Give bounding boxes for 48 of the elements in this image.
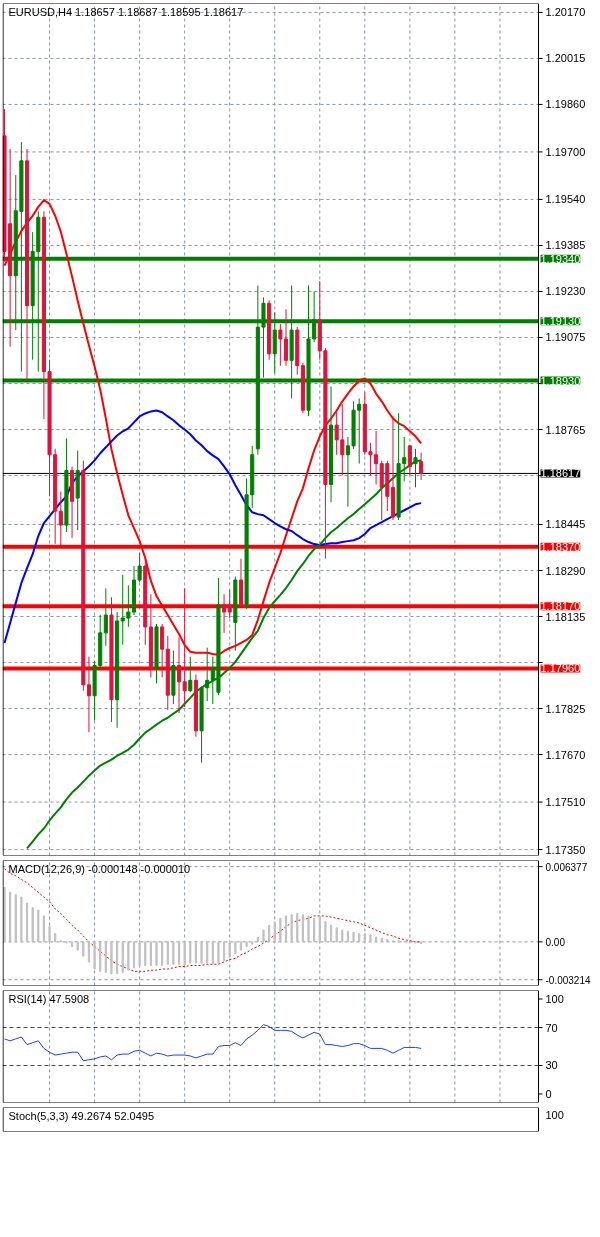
candlestick bbox=[182, 587, 187, 708]
y-tick-label: 100 bbox=[545, 993, 564, 1006]
line-series bbox=[4, 1024, 422, 1062]
text: Stoch(5,3,3) 49.2674 52.0495 bbox=[8, 1109, 155, 1122]
y-tick-label: 1.17825 bbox=[545, 702, 586, 715]
y-tick-label: 1.17670 bbox=[545, 748, 586, 761]
y-tick-label: 30 bbox=[545, 1059, 558, 1072]
y-tick-label: 0 bbox=[545, 1087, 552, 1100]
y-tick-label: 1.19860 bbox=[545, 98, 586, 111]
y-tick-label: 1.19540 bbox=[545, 193, 586, 206]
ref-line-label: 1.19340 bbox=[540, 252, 581, 265]
y-tick-label: -0.003214 bbox=[545, 974, 591, 986]
ref-line-label: 1.18170 bbox=[540, 600, 581, 613]
y-tick-label: 1.19700 bbox=[545, 145, 586, 158]
candlestick bbox=[205, 647, 210, 702]
candlestick bbox=[103, 587, 108, 647]
y-tick-label: 0.006377 bbox=[545, 861, 588, 873]
line-series bbox=[3, 409, 423, 644]
candlestick bbox=[120, 574, 125, 646]
chart-title: EURUSD,H4 1.18657 1.18687 1.18595 1.18617 bbox=[8, 5, 244, 18]
candlestick bbox=[222, 593, 227, 634]
chart-title: MACD(12,26,9) -0.000148 -0.000010 bbox=[8, 862, 191, 875]
candlestick bbox=[419, 452, 424, 481]
ref-line-label: 1.18617 bbox=[540, 467, 581, 480]
y-tick-label: 1.18135 bbox=[545, 610, 586, 623]
y-tick-label: 1.17510 bbox=[545, 796, 586, 809]
candlestick bbox=[176, 637, 182, 714]
y-tick-label: 1.19385 bbox=[545, 239, 586, 252]
candlestick bbox=[58, 491, 63, 546]
y-tick-label: 1.19075 bbox=[545, 331, 586, 344]
ref-line-label: 1.18930 bbox=[540, 374, 581, 387]
ref-line-label: 1.18370 bbox=[540, 540, 581, 553]
chart-title: RSI(14) 47.5908 bbox=[8, 992, 90, 1005]
y-tick-label: 1.18765 bbox=[545, 423, 586, 436]
y-tick-label: 1.20015 bbox=[545, 52, 586, 65]
ref-line-label: 1.19130 bbox=[540, 315, 581, 328]
ref-line-label: 1.17960 bbox=[540, 662, 581, 675]
y-tick-label: 1.20170 bbox=[545, 6, 586, 19]
y-tick-label: 0.00 bbox=[545, 936, 566, 948]
y-tick-label: 1.18290 bbox=[545, 564, 586, 577]
candlestick bbox=[188, 656, 193, 693]
y-tick-label: 1.18445 bbox=[545, 518, 586, 531]
candlestick bbox=[160, 623, 165, 678]
y-tick-label: 1.17350 bbox=[545, 843, 586, 856]
y-tick-label: 70 bbox=[545, 1021, 558, 1034]
candlestick bbox=[227, 589, 232, 619]
y-tick-label: 1.19230 bbox=[545, 285, 586, 298]
candlestick bbox=[407, 445, 412, 477]
